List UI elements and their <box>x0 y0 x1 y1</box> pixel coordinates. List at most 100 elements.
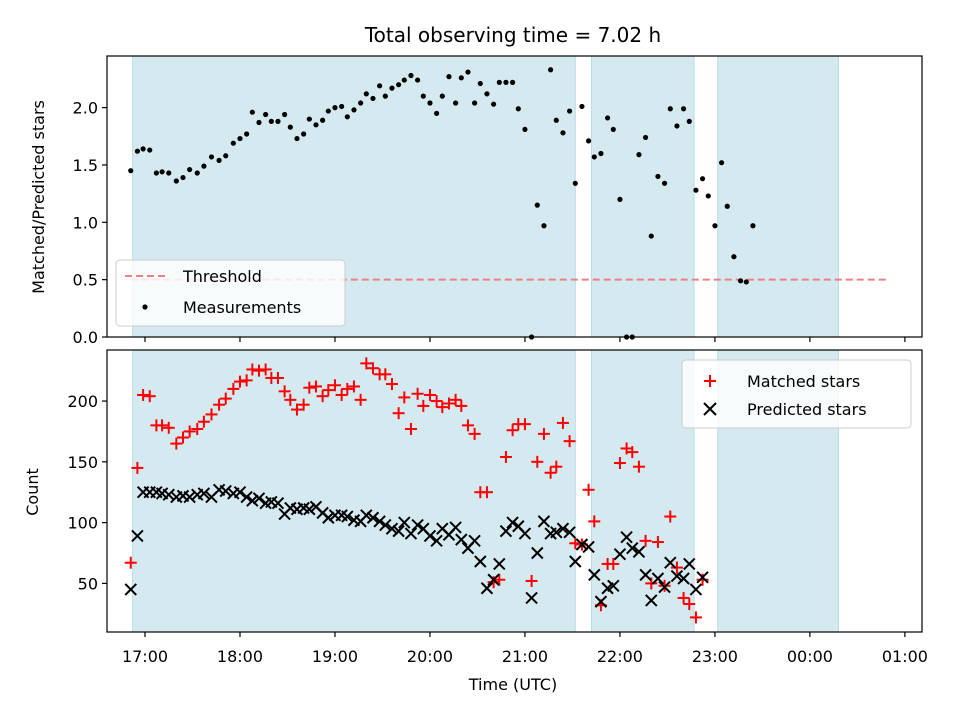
matched-star-point <box>392 407 405 420</box>
predicted-star-point <box>233 486 247 499</box>
x-tick-label: 22:00 <box>597 647 643 666</box>
matched-star-point <box>404 423 417 436</box>
predicted-star-point <box>689 583 703 596</box>
y-tick-label: 0.0 <box>73 328 98 347</box>
matched-star-point <box>544 466 557 479</box>
matched-star-point <box>259 363 272 376</box>
matched-stars-series <box>124 357 709 624</box>
measurement-point <box>534 202 540 208</box>
measurement-point <box>237 135 243 142</box>
measurement-point <box>282 111 288 118</box>
measurement-point <box>572 180 578 186</box>
predicted-star-point <box>556 522 570 535</box>
matched-star-point <box>354 393 367 406</box>
matched-star-point <box>683 598 696 611</box>
bottom-plot-frame <box>106 349 923 633</box>
measurement-point <box>216 157 222 163</box>
measurement-point <box>472 100 478 106</box>
matched-star-point <box>156 419 169 432</box>
predicted-star-point <box>360 509 373 522</box>
chart-title: Total observing time = 7.02 h <box>364 23 661 47</box>
matched-star-point <box>493 573 506 586</box>
predicted-star-point <box>664 556 677 569</box>
predicted-star-point <box>670 569 684 583</box>
matched-star-point <box>284 393 297 406</box>
predicted-star-point <box>252 492 266 505</box>
matched-star-point <box>411 387 424 400</box>
measurement-point <box>208 154 215 160</box>
predicted-star-point <box>487 573 500 586</box>
matched-star-point <box>455 399 468 412</box>
measurement-point <box>496 79 502 85</box>
measurement-point <box>223 153 229 159</box>
matched-star-point <box>162 421 175 434</box>
measurement-point <box>655 173 661 180</box>
predicted-star-point <box>632 545 646 558</box>
predicted-star-point <box>575 538 589 551</box>
matched-star-point <box>537 427 550 440</box>
predicted-star-point <box>404 527 418 540</box>
x-tick-label: 17:00 <box>122 647 168 666</box>
bottom-y-axis: 50 100 150 200 <box>67 392 107 593</box>
predicted-star-point <box>626 541 639 555</box>
matched-star-point <box>233 375 246 388</box>
measurement-point <box>686 118 692 124</box>
matched-star-point <box>632 460 645 473</box>
measurement-point <box>173 178 179 184</box>
measurement-point <box>699 176 706 182</box>
predicted-star-point <box>696 571 709 584</box>
legend-measurements-label: Measurements <box>183 298 301 317</box>
matched-star-point <box>385 378 398 391</box>
measurement-point <box>230 140 236 146</box>
measurement-point <box>610 126 616 133</box>
matched-star-point <box>297 398 310 411</box>
measurement-point <box>268 118 274 124</box>
matched-star-point <box>468 427 481 440</box>
matched-star-point <box>197 415 210 428</box>
measurement-point <box>434 110 440 116</box>
top-plot-frame <box>106 55 923 338</box>
predicted-star-point <box>197 487 211 500</box>
measurement-point <box>453 100 459 106</box>
measurement-point <box>420 93 426 99</box>
matched-star-point <box>651 536 664 549</box>
y-tick-label: 1.0 <box>73 213 98 232</box>
x-tick-label: 21:00 <box>502 647 548 666</box>
measurement-point <box>389 85 395 91</box>
top-panel: 0.00.51.01.52.0 Matched/Predicted stars … <box>29 55 923 347</box>
predicted-star-point <box>651 572 665 585</box>
matched-star-point <box>227 382 240 395</box>
matched-star-point <box>449 393 462 406</box>
predicted-star-point <box>392 524 405 538</box>
matched-star-point <box>525 574 538 587</box>
x-axis-title: Time (UTC) <box>468 675 557 694</box>
matched-star-point <box>664 510 677 523</box>
matched-star-point <box>461 419 474 432</box>
predicted-star-point <box>366 511 380 524</box>
measurement-point <box>187 166 193 173</box>
measurement-point <box>344 114 350 120</box>
measurement-point <box>147 147 153 153</box>
matched-star-point <box>246 363 259 376</box>
predicted-star-point <box>423 529 437 543</box>
matched-star-point <box>518 418 531 431</box>
measurement-point <box>401 77 407 83</box>
measurement-point <box>325 108 331 114</box>
predicted-star-point <box>398 516 411 529</box>
predicted-star-point <box>162 488 175 501</box>
measurement-point <box>408 72 414 79</box>
predicted-star-point <box>493 557 506 571</box>
measurement-point <box>484 91 490 97</box>
matched-star-point <box>436 401 449 414</box>
measurement-point <box>339 103 345 110</box>
matched-star-point <box>341 382 354 395</box>
measurement-point <box>427 100 433 106</box>
predicted-star-point <box>480 582 494 595</box>
measurement-point <box>153 170 159 176</box>
predicted-star-point <box>373 515 386 528</box>
x-tick-label: 20:00 <box>407 647 453 666</box>
matched-star-point <box>335 388 348 401</box>
matched-star-point <box>290 403 303 416</box>
measurement-point <box>598 150 604 157</box>
measurement-point <box>642 134 649 141</box>
